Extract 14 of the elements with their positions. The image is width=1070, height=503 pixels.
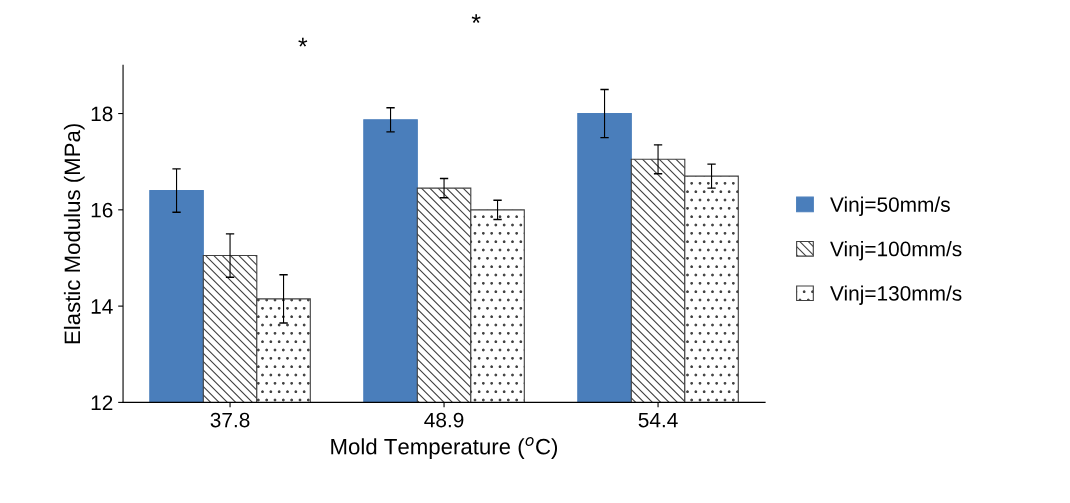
legend-label: Vinj=130mm/s bbox=[830, 285, 962, 305]
y-axis-title: Elastic Modulus (MPa) bbox=[63, 124, 85, 344]
x-tick-label: 37.8 bbox=[210, 412, 250, 428]
x-tick-label: 54.4 bbox=[638, 412, 678, 428]
y-tick-label: 12 bbox=[91, 395, 113, 410]
y-tick-label: 18 bbox=[91, 106, 113, 122]
legend-label: Vinj=50mm/s bbox=[830, 196, 950, 217]
y-tick-label: 16 bbox=[91, 202, 113, 218]
x-tick-label: 48.9 bbox=[424, 412, 464, 428]
x-axis-title: Mold Temperature ($^{o}$C) bbox=[331, 437, 558, 459]
legend-label: Vinj=100mm/s bbox=[830, 241, 962, 261]
y-tick-label: 14 bbox=[91, 299, 113, 314]
text: * bbox=[298, 37, 308, 47]
text: * bbox=[471, 14, 481, 23]
